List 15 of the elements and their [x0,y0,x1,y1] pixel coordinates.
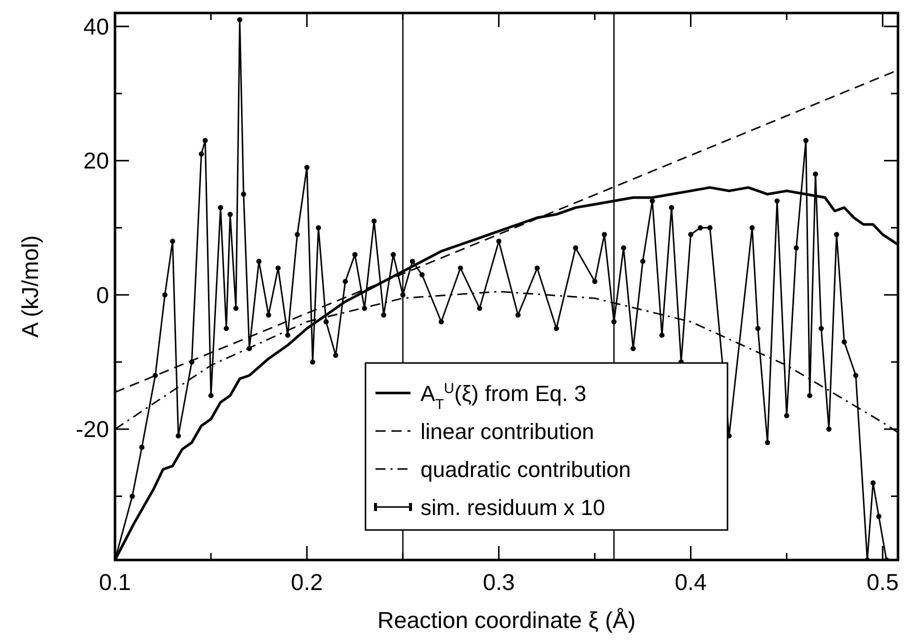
y-tick-label: 20 [83,148,109,174]
legend-label: sim. residuum x 10 [420,495,606,520]
x-tick-label: 0.2 [290,569,323,595]
y-tick-label: 0 [96,282,109,308]
x-tick-label: 0.3 [482,569,515,595]
y-tick-label: -20 [76,416,109,442]
legend-label: A$_{T}$$^{U}$(ξ) from Eq. 3 [420,381,586,413]
x-axis-title: Reaction coordinate ξ (Å) [377,607,636,633]
y-axis-title: A (kJ/mol) [17,235,43,338]
y-tick-label: 40 [83,13,109,40]
legend-label: quadratic contribution [420,457,631,482]
x-tick-label: 0.1 [99,569,131,595]
x-tick-label: 0.5 [866,569,899,595]
x-tick-label: 0.4 [674,569,707,595]
legend-label: linear contribution [420,419,594,444]
